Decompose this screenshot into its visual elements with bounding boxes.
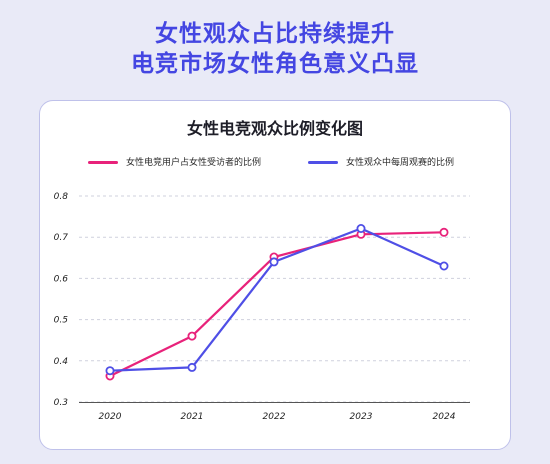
legend-item-series-2: 女性观众中每周观赛的比例 [308,155,454,168]
legend-swatch-series-2 [308,161,338,164]
series-1-point [439,227,449,237]
y-tick-label: 0.6 [54,274,69,284]
series-2-point [187,362,197,372]
legend-swatch-series-1 [88,161,118,164]
x-tick-label: 2020 [99,412,122,422]
y-tick-label: 0.4 [54,357,69,367]
series-2-point [105,366,115,376]
y-tick-label: 0.5 [54,316,69,326]
legend-label-series-1: 女性电竞用户占女性受访者的比例 [126,158,262,168]
y-tick-label: 0.3 [54,398,69,408]
legend-item-series-1: 女性电竞用户占女性受访者的比例 [88,155,261,168]
y-tick-label: 0.8 [54,192,69,202]
legend-label-series-2: 女性观众中每周观赛的比例 [346,158,455,168]
x-tick-label: 2023 [350,412,373,422]
headline-line-1: 女性观众占比持续提升 [155,21,395,47]
x-tick-label: 2021 [181,412,204,422]
chart-title: 女性电竞观众比例变化图 [186,119,363,138]
series-2-point [356,224,366,234]
x-tick-label: 2022 [263,412,286,422]
series-1-point [187,331,197,341]
headline-line-2: 电竞市场女性角色意义凸显 [131,51,419,77]
series-2-line [109,227,445,372]
series-2-point [439,261,449,271]
chart-card: 女性电竞观众比例变化图 女性电竞用户占女性受访者的比例 女性观众中每周观赛的比例… [39,100,511,450]
y-tick-label: 0.7 [54,233,69,243]
line-chart-plot: 0.3 0.4 0.5 0.6 0.7 0.8 2020 2021 2022 2023 2024 [54,192,470,422]
x-tick-label: 2024 [433,412,456,422]
series-2-point [269,257,279,267]
